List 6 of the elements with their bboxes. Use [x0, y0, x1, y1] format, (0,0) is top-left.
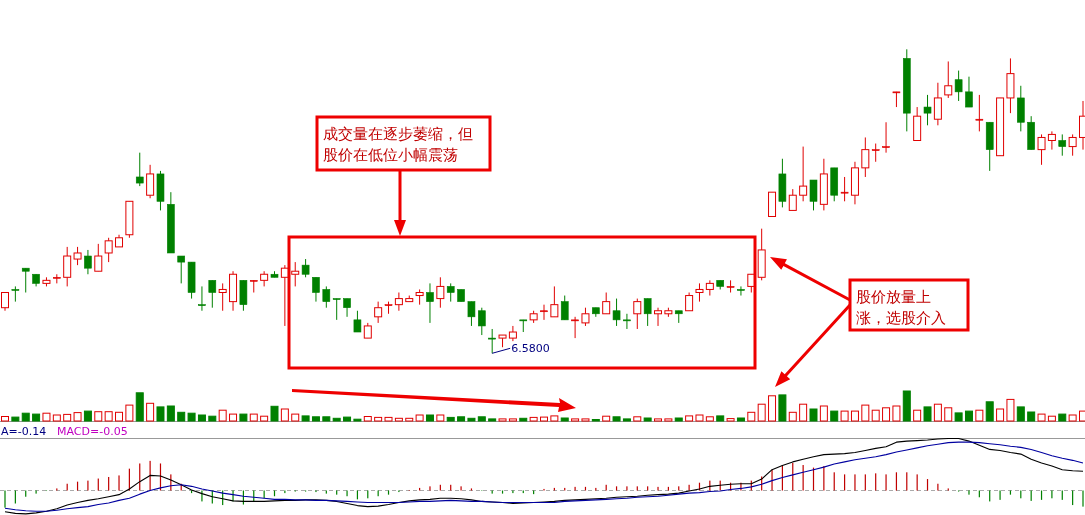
- annotation: 成交量在逐步萎缩，但股价在低位小幅震荡: [323, 125, 473, 164]
- text: MACD=-0.05: [57, 425, 128, 438]
- annotation: 6.5800: [511, 342, 550, 356]
- annotation: 股价放量上涨，选股介入: [856, 288, 946, 327]
- low-label: 6.5800: [491, 342, 550, 356]
- text: A=-0.14: [1, 425, 47, 438]
